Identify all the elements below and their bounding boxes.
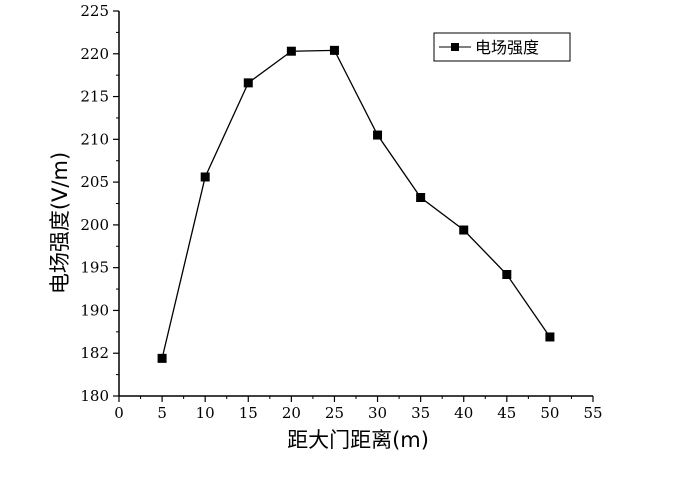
y-tick-label: 190 [80, 301, 109, 319]
y-tick-label: 195 [80, 259, 109, 277]
x-tick-label: 15 [239, 404, 258, 422]
x-tick-label: 0 [114, 404, 124, 422]
x-tick-label: 10 [196, 404, 215, 422]
y-tick-label: 220 [80, 45, 109, 63]
x-tick-label: 50 [540, 404, 559, 422]
legend-label: 电场强度 [475, 38, 539, 57]
y-tick-label: 182 [80, 344, 109, 362]
x-tick-label: 25 [325, 404, 344, 422]
data-point [200, 172, 210, 182]
x-tick-label: 35 [411, 404, 430, 422]
y-tick-label: 205 [80, 173, 109, 191]
data-point [502, 270, 512, 280]
axes [118, 11, 593, 397]
legend: 电场强度 [433, 32, 571, 62]
data-point [286, 46, 296, 56]
y-tick-label: 180 [80, 387, 109, 405]
data-point [243, 78, 253, 88]
series-line [161, 49, 551, 359]
data-point [416, 193, 426, 203]
x-tick-label: 5 [157, 404, 167, 422]
series-layer [157, 45, 555, 363]
x-tick-label: 30 [368, 404, 387, 422]
y-tick-label: 200 [80, 216, 109, 234]
x-tick-label: 40 [454, 404, 473, 422]
data-point [373, 130, 383, 140]
x-axis-title: 距大门距离(m) [287, 428, 429, 452]
data-point [545, 332, 555, 342]
y-tick-label: 225 [80, 2, 109, 20]
x-tick-label: 55 [583, 404, 602, 422]
x-tick-label: 20 [282, 404, 301, 422]
data-point [329, 45, 339, 55]
y-axis-title: 电场强度(V/m) [48, 152, 72, 294]
data-point [459, 225, 469, 235]
x-tick-label: 45 [497, 404, 516, 422]
ticks: 0 5 10 15 20 25 30 35 40 45 50 55 180 182 190 195 200 205… [80, 2, 602, 422]
data-point [157, 353, 167, 363]
legend-marker [451, 43, 459, 51]
y-tick-label: 215 [80, 88, 109, 106]
y-tick-label: 210 [80, 130, 109, 148]
